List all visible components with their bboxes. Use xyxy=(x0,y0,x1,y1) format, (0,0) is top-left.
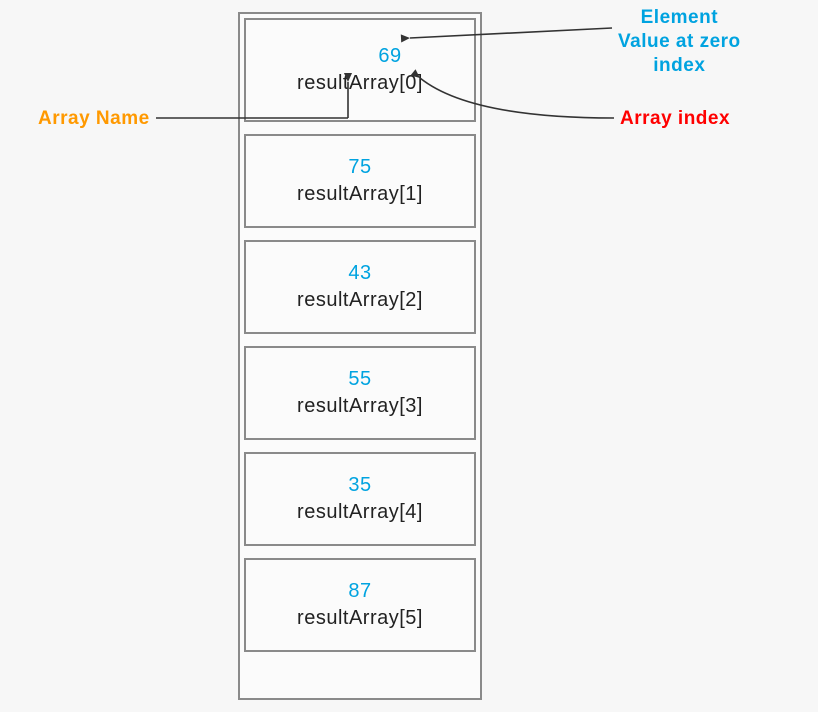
cell-expression: resultArray[5] xyxy=(297,607,423,630)
array-cell-0: 69 resultArray[0] xyxy=(244,18,476,122)
cell-value: 43 xyxy=(348,262,371,285)
label-array-name: Array Name xyxy=(38,108,150,130)
label-array-index: Array index xyxy=(620,108,730,130)
cell-expression: resultArray[0] xyxy=(297,72,423,95)
array-cell-5: 87 resultArray[5] xyxy=(244,558,476,652)
label-element-value: Element Value at zero index xyxy=(618,6,741,77)
cell-value: 35 xyxy=(348,474,371,497)
cell-value: 75 xyxy=(348,156,371,179)
array-cell-1: 75 resultArray[1] xyxy=(244,134,476,228)
array-cell-4: 35 resultArray[4] xyxy=(244,452,476,546)
label-element-value-l3: index xyxy=(653,55,705,76)
cell-expression: resultArray[1] xyxy=(297,183,423,206)
label-element-value-l1: Element xyxy=(641,7,718,28)
array-cell-3: 55 resultArray[3] xyxy=(244,346,476,440)
label-element-value-l2: Value at zero xyxy=(618,31,741,52)
cell-expression: resultArray[4] xyxy=(297,501,423,524)
cell-expression: resultArray[2] xyxy=(297,289,423,312)
cell-expression: resultArray[3] xyxy=(297,395,423,418)
cell-value: 87 xyxy=(348,580,371,603)
cell-value: 69 xyxy=(378,45,401,68)
array-cell-2: 43 resultArray[2] xyxy=(244,240,476,334)
cell-value: 55 xyxy=(348,368,371,391)
